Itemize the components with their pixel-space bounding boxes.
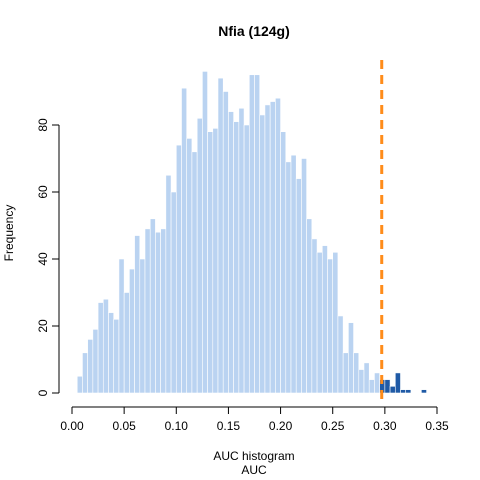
histogram-bar [238, 107, 245, 394]
histogram-bar [275, 97, 281, 394]
histogram-bar [144, 228, 151, 394]
x-tick-label: 0.05 [112, 419, 136, 433]
histogram-bar [295, 178, 302, 394]
histogram-bar [97, 302, 104, 394]
histogram-bar [306, 218, 313, 394]
bars-group [76, 71, 427, 394]
histogram-bar [170, 191, 177, 394]
histogram-bar [316, 252, 323, 394]
x-axis: 0.00 0.05 0.10 0.15 0.20 0.25 0.30 0.35 [60, 406, 449, 433]
histogram-bar [321, 245, 328, 394]
histogram-bar [394, 372, 401, 394]
histogram-bar [175, 144, 182, 394]
histogram-bar [400, 389, 407, 394]
histogram-bar [301, 158, 307, 394]
histogram-bar [196, 118, 203, 394]
histogram-bar [384, 379, 391, 394]
y-tick-label: 20 [36, 319, 50, 333]
histogram-bar [186, 138, 193, 394]
histogram-bar [92, 329, 99, 394]
histogram-bar [129, 268, 135, 394]
histogram-bar [212, 128, 219, 394]
histogram-bar [363, 362, 370, 394]
y-tick-label: 60 [36, 185, 50, 199]
histogram-bar [405, 389, 412, 394]
histogram-bar [280, 131, 287, 394]
histogram-bar [139, 258, 146, 394]
histogram-bar [358, 369, 365, 394]
histogram-bar [421, 389, 427, 394]
histogram-bar [327, 258, 334, 394]
histogram-bar [155, 231, 161, 394]
y-axis-label: Frequency [2, 205, 16, 262]
x-tick-label: 0.00 [60, 419, 84, 433]
histogram-bar [207, 131, 214, 394]
histogram-bar [222, 91, 229, 394]
chart-title: Nfia (124g) [218, 23, 290, 39]
histogram-bar [202, 71, 208, 394]
histogram-bar [76, 375, 83, 394]
histogram-bar [311, 238, 318, 394]
y-tick-label: 0 [36, 389, 50, 396]
histogram-bar [134, 235, 141, 394]
histogram-bar [181, 87, 188, 394]
histogram-bar [248, 74, 255, 394]
histogram-bar [102, 298, 109, 394]
histogram-bar [332, 252, 339, 394]
x-tick-label: 0.15 [217, 419, 241, 433]
y-axis: 0 20 40 60 80 [36, 118, 60, 396]
x-tick-label: 0.35 [425, 419, 449, 433]
histogram-bar [389, 385, 396, 394]
histogram-bar [285, 161, 292, 394]
y-tick-label: 80 [36, 118, 50, 132]
histogram-bar [118, 258, 125, 394]
histogram-bar [337, 315, 344, 394]
histogram-bar [228, 111, 234, 394]
x-axis-caption: AUC histogram [213, 449, 294, 463]
histogram-bar [254, 74, 261, 394]
histogram-bar [264, 104, 271, 394]
histogram-bar [108, 312, 115, 394]
x-tick-label: 0.30 [373, 419, 397, 433]
histogram-bar [243, 124, 250, 394]
histogram-bar [87, 339, 94, 394]
histogram-bar [217, 77, 224, 394]
histogram-bar [374, 372, 380, 394]
histogram-bar [233, 121, 240, 394]
histogram-bar [348, 322, 354, 394]
x-tick-label: 0.10 [165, 419, 189, 433]
histogram-bar [269, 101, 276, 394]
histogram-bar [123, 292, 130, 394]
histogram-bar [165, 174, 172, 394]
x-tick-label: 0.20 [269, 419, 293, 433]
histogram-bar [160, 228, 167, 394]
histogram-bar [82, 352, 88, 394]
histogram-bar [353, 352, 360, 394]
x-tick-label: 0.25 [321, 419, 345, 433]
histogram-bar [113, 318, 120, 394]
histogram-bar [149, 218, 156, 394]
histogram-bar [290, 154, 297, 394]
histogram-bar [368, 379, 375, 394]
histogram-bar [191, 151, 198, 394]
histogram-bar [259, 114, 266, 394]
y-tick-label: 40 [36, 252, 50, 266]
histogram-bar [342, 352, 349, 394]
x-axis-label: AUC [241, 463, 267, 477]
